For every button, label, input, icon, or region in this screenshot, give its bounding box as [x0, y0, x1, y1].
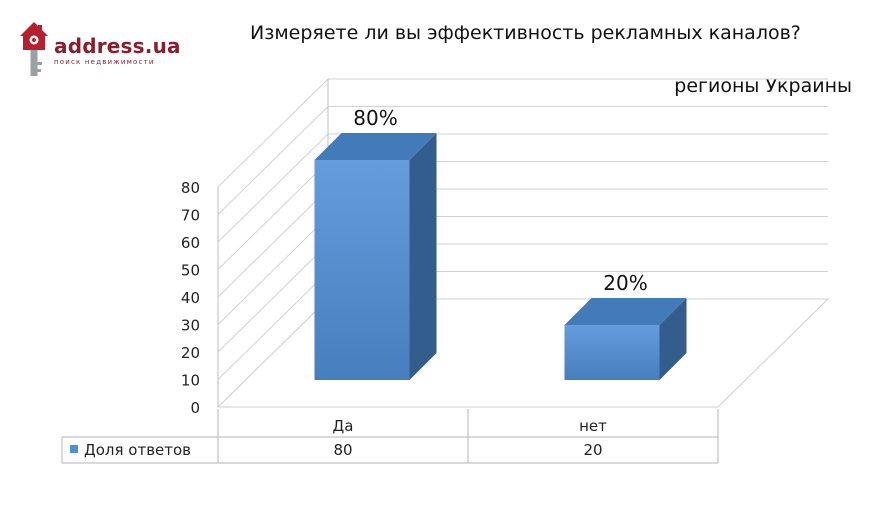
y-tick-label: 60	[181, 234, 200, 252]
bar-side	[409, 133, 437, 380]
table-value: 20	[583, 441, 602, 459]
bar-2	[564, 325, 660, 380]
side-gridline	[217, 106, 329, 215]
chart-title: Измеряете ли вы эффективность рекламных …	[250, 22, 801, 44]
side-gridline	[217, 161, 329, 270]
legend-key	[70, 445, 78, 453]
x-category-label: Да	[333, 417, 354, 435]
bar-top	[314, 133, 437, 160]
logo-tagline: поиск недвижимости	[54, 58, 155, 66]
bar-top	[564, 298, 687, 325]
logo: address.ua поиск недвижимости	[16, 18, 181, 88]
side-gridline	[217, 243, 329, 353]
y-tick-label: 40	[181, 289, 200, 307]
side-gridline	[217, 216, 329, 325]
y-tick-label: 20	[181, 344, 200, 362]
y-tick-label: 0	[190, 399, 200, 417]
y-tick-label: 80	[181, 179, 200, 197]
data-label: 20%	[603, 271, 647, 295]
data-label: 80%	[353, 106, 397, 130]
bar-1	[314, 160, 410, 380]
side-gridline	[217, 78, 329, 188]
y-tick-label: 50	[181, 262, 200, 280]
logo-name: address.ua	[54, 34, 181, 58]
y-tick-label: 30	[181, 317, 200, 335]
y-tick-label: 70	[181, 207, 200, 225]
side-gridline	[217, 133, 329, 243]
bar-side	[659, 298, 687, 380]
side-gridline	[217, 271, 329, 380]
table-value: 80	[333, 441, 352, 459]
legend-series-name: Доля ответов	[84, 441, 191, 459]
house-key-icon	[20, 22, 48, 76]
chart-floor	[216, 298, 830, 408]
chart-subtitle: регионы Украины	[674, 75, 852, 97]
y-tick-label: 10	[181, 372, 200, 390]
x-category-label: нет	[579, 417, 607, 435]
side-gridline	[217, 298, 329, 408]
side-gridline	[217, 188, 329, 298]
